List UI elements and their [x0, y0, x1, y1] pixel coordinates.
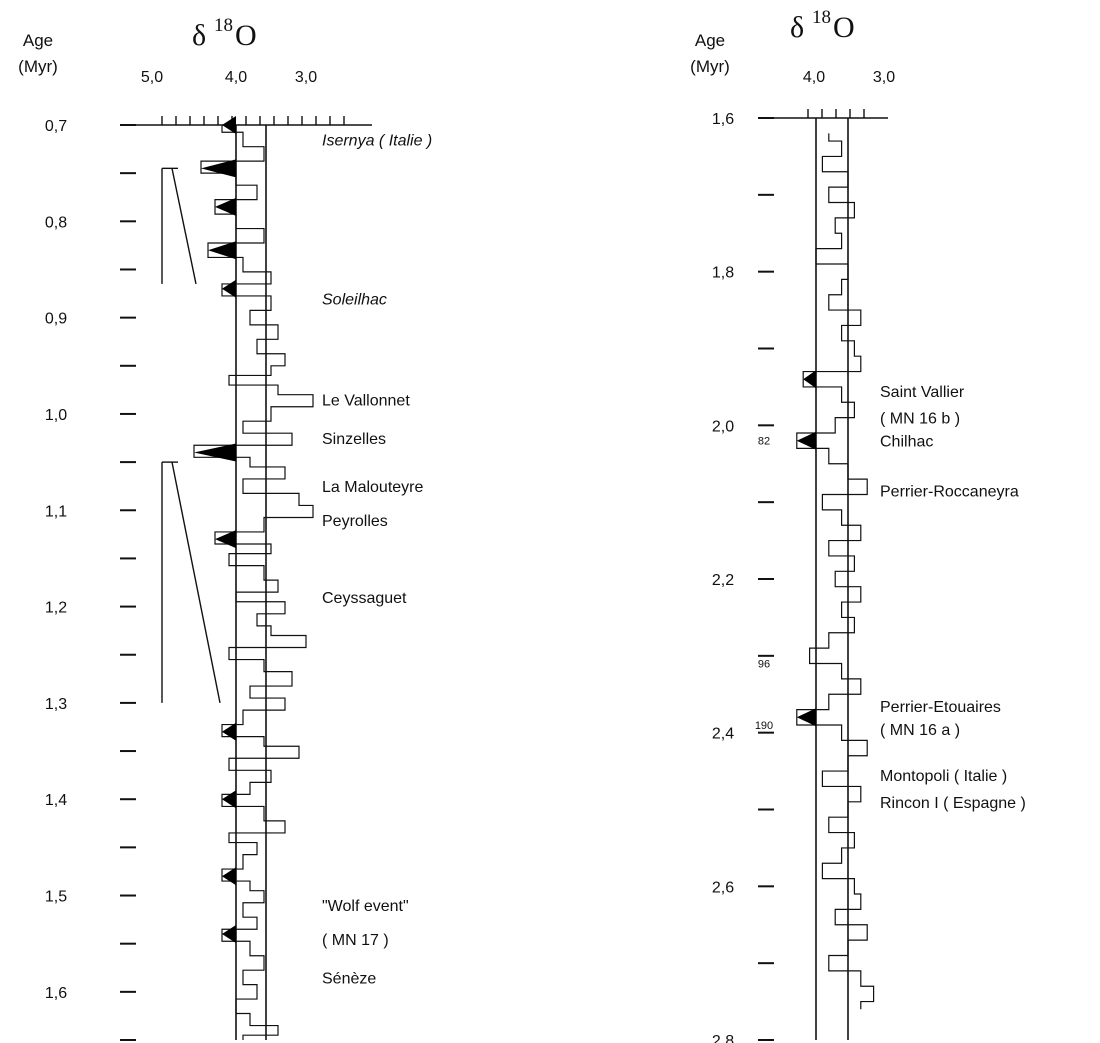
delta-symbol: δ	[192, 19, 206, 52]
y-tick-label: 1,8	[712, 265, 734, 282]
site-annotation: La Malouteyre	[322, 479, 423, 496]
site-annotation: Soleilhac	[322, 291, 387, 308]
site-annotation: ( MN 16 a )	[880, 722, 960, 739]
glacial-peak	[215, 197, 236, 216]
site-annotation: Peyrolles	[322, 513, 388, 530]
glacial-peak	[222, 867, 236, 886]
element-symbol: O	[833, 11, 855, 44]
x-tick-label: 5,0	[141, 69, 163, 86]
site-annotation: "Wolf event"	[322, 898, 409, 915]
y-tick-label: 2,8	[712, 1033, 734, 1043]
panel-1: Age (Myr) δ 18 O 5,0 4,0 3,0 0,7 0,8 0,9 1,0 1,1 1,2 1…	[18, 15, 432, 1041]
site-annotation: Sinzelles	[322, 431, 386, 448]
isotope-superscript: 18	[812, 7, 831, 28]
y-tick-label: 0,7	[45, 118, 67, 135]
age-axis-title: Age	[23, 31, 53, 50]
period-slope	[171, 168, 197, 285]
y-tick-label: 2,4	[712, 726, 734, 743]
y-tick-label: 1,4	[45, 792, 67, 809]
x-tick-label: 4,0	[803, 69, 825, 86]
age-axis-unit: (Myr)	[690, 57, 730, 76]
y-tick-label: 1,1	[45, 503, 67, 520]
panel-2: Age (Myr) δ 18 O 4,0 3,0 1,6 1,8 2,0 2,2 2,4 2,6 2,8 8…	[690, 7, 1026, 1043]
site-annotation: Montopoli ( Italie )	[880, 768, 1007, 785]
isotope-superscript: 18	[214, 15, 233, 36]
glacial-peak	[222, 722, 236, 741]
site-annotation: ( MN 17 )	[322, 932, 389, 949]
y-tick-label: 2,2	[712, 572, 734, 589]
isotope-curve	[796, 133, 875, 1010]
site-annotation: Saint Vallier	[880, 384, 965, 401]
site-annotation: Le Vallonnet	[322, 393, 410, 410]
isotope-stage-label: 82	[758, 436, 770, 448]
y-tick-label: 2,6	[712, 879, 734, 896]
site-annotation: Isernya ( Italie )	[322, 132, 432, 149]
y-tick-label: 1,6	[45, 985, 67, 1002]
site-annotation: Sénèze	[322, 970, 376, 987]
element-symbol: O	[235, 19, 257, 52]
age-axis-title: Age	[695, 31, 725, 50]
glacial-peak	[194, 443, 236, 462]
site-annotation: Perrier-Etouaires	[880, 699, 1001, 716]
site-annotation: Rincon I ( Espagne )	[880, 795, 1026, 812]
glacial-peak	[222, 279, 236, 298]
site-annotation: ( MN 16 b )	[880, 411, 960, 428]
x-tick-label: 4,0	[225, 69, 247, 86]
y-tick-label: 2,0	[712, 418, 734, 435]
glacial-peak	[796, 708, 816, 727]
isotope-stage-label: 96	[758, 659, 770, 671]
site-annotation: Perrier-Roccaneyra	[880, 484, 1019, 501]
glacial-peak	[222, 116, 236, 134]
glacial-peak	[796, 431, 816, 450]
y-tick-label: 1,2	[45, 600, 67, 617]
delta-symbol: δ	[790, 11, 804, 44]
glacial-peak	[222, 925, 236, 944]
glacial-peak	[215, 530, 236, 549]
period-slope	[171, 461, 221, 704]
glacial-peak	[208, 241, 236, 260]
site-annotation: Ceyssaguet	[322, 590, 407, 607]
y-tick-label: 1,6	[712, 111, 734, 128]
x-tick-label: 3,0	[873, 69, 895, 86]
glacial-peak	[201, 159, 236, 178]
isotope-stage-label: 190	[755, 720, 773, 732]
site-annotation: Chilhac	[880, 434, 933, 451]
isotope-curve	[193, 125, 314, 1040]
y-tick-label: 1,3	[45, 696, 67, 713]
y-tick-label: 0,9	[45, 311, 67, 328]
y-tick-label: 1,5	[45, 889, 67, 906]
age-axis-unit: (Myr)	[18, 57, 58, 76]
x-tick-label: 3,0	[295, 69, 317, 86]
y-tick-label: 1,0	[45, 407, 67, 424]
y-tick-label: 0,8	[45, 214, 67, 231]
glacial-peak	[222, 790, 236, 809]
glacial-peak	[803, 370, 816, 389]
